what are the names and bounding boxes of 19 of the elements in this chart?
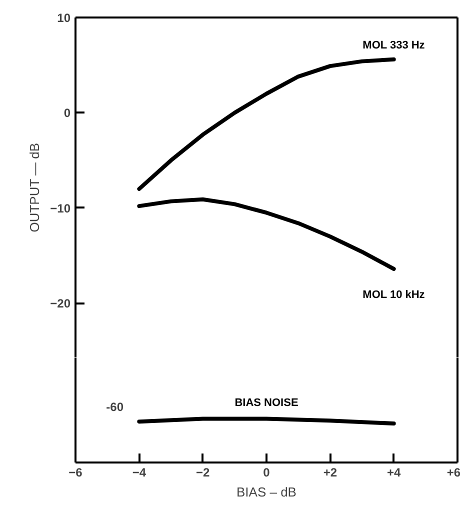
y-tick-label: −10: [50, 201, 71, 216]
series-label: MOL 333 Hz: [362, 39, 426, 52]
y-tick-label: 0: [64, 106, 71, 120]
y-tick-label: 10: [57, 11, 71, 25]
text: MOL 10 kHz: [362, 288, 426, 301]
y-axis-title: OUTPUT — dB: [27, 142, 42, 232]
series-label: BIAS NOISE: [234, 396, 298, 409]
x-tick-label: −6: [68, 466, 83, 480]
x-tick-label: −4: [132, 466, 146, 480]
x-axis-title: BIAS – dB: [236, 484, 296, 500]
x-tick-label: +4: [386, 466, 401, 480]
x-tick-label: +6: [446, 466, 460, 480]
text: -60: [106, 400, 124, 414]
y-tick-label: −20: [50, 296, 71, 311]
x-tick-label: 0: [263, 466, 270, 480]
line-series: [137, 57, 396, 191]
line-series: [137, 197, 396, 271]
x-tick-label: +2: [323, 466, 338, 480]
x-tick-label: −2: [196, 466, 210, 480]
